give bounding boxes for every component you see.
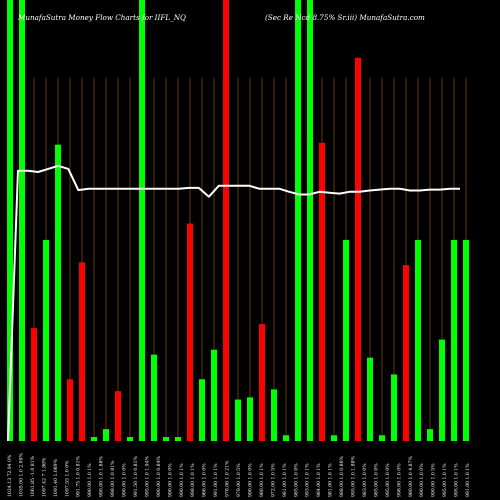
x-tick-label: 988.00 1.0 0.86% — [339, 455, 345, 497]
x-tick-label: 981.00 1.0 1% — [328, 463, 334, 497]
x-tick-label: 990.00 1.0 1.88% — [99, 455, 105, 497]
bar-up — [451, 239, 457, 441]
bar-down — [403, 265, 409, 441]
x-tick-label: 1061.85 -1.0 81% — [30, 455, 36, 497]
x-tick-label: 990.00 1.0 0% — [247, 463, 253, 497]
bar-up — [295, 0, 301, 441]
x-tick-label: 990.00 1.0 0% — [167, 463, 173, 497]
bar-up — [151, 354, 157, 441]
bar-up — [415, 239, 421, 441]
x-tick-label: 998.00 1.0 81% — [110, 460, 116, 497]
bar-up — [43, 239, 49, 441]
bar-up — [343, 239, 349, 441]
bar-up — [307, 0, 313, 441]
x-tick-label: 1035.00 1.0 2.09% — [18, 453, 24, 497]
bar-up — [103, 429, 109, 441]
x-tick-label: 995.00 1.0 1.88% — [351, 455, 357, 497]
x-tick-label: 991.50 1.0 0.81% — [133, 455, 139, 497]
x-tick-label: 990.00 1.0 0% — [419, 463, 425, 497]
x-tick-label: 991.00 1.0 1% — [465, 463, 471, 497]
bar-up — [391, 374, 397, 441]
x-tick-label: 991.75 1.0 0.81% — [76, 455, 82, 497]
bar-up — [283, 435, 289, 441]
bar-up — [175, 437, 181, 441]
x-tick-label: 966.00 1.0 0% — [202, 463, 208, 497]
bar-down — [31, 328, 37, 441]
bar-up — [463, 239, 469, 441]
x-tick-label: 990.00 1.0 5% — [431, 463, 437, 497]
bar-up — [199, 379, 205, 441]
x-tick-label: 972.00 1.0 5% — [270, 463, 276, 497]
bar-down — [259, 324, 265, 441]
bar-down — [223, 0, 229, 441]
x-tick-label: 995.00 1.0 1.94% — [144, 455, 150, 497]
bar-up — [331, 435, 337, 441]
bar-up — [55, 144, 61, 441]
x-tick-label: 998.00 1.0 1% — [190, 463, 196, 497]
x-tick-label: 980.00 1.0 1% — [259, 463, 265, 497]
x-tick-label: 981.00 1.0 1% — [282, 463, 288, 497]
bar-up — [427, 429, 433, 441]
chart-title-left: MunafaSutra Money Flow Charts for IIFL_N… — [17, 13, 186, 22]
x-tick-label: 991.00 1.0 1% — [213, 463, 219, 497]
bar-up — [163, 437, 169, 441]
bars-group — [7, 0, 469, 442]
bar-down — [319, 142, 325, 441]
x-tick-label: 990.00 1.0 1% — [87, 463, 93, 497]
x-tick-label: 984.00 1.0 1% — [316, 463, 322, 497]
bar-down — [187, 223, 193, 441]
x-tick-label: 996.00 1.0 0% — [396, 463, 402, 497]
bar-up — [235, 399, 241, 441]
x-tick-label: 978.06 1.0 21% — [225, 460, 231, 497]
bar-up — [439, 339, 445, 441]
x-tick-label: 979.00 1.0 5% — [236, 463, 242, 497]
bar-up — [139, 0, 145, 441]
x-tick-label: 1097.55 1.0 0% — [64, 460, 70, 497]
chart-title-right: (Sec Re Ncd 8.75% Sr.iii) MunafaSutra.co… — [265, 13, 425, 22]
bar-up — [7, 0, 13, 441]
bar-up — [379, 435, 385, 441]
x-tick-label: 990.00 1.0 0.84% — [156, 455, 162, 497]
x-tick-label: 993.00 1.0 1% — [305, 463, 311, 497]
bar-down — [115, 391, 121, 441]
x-tick-label: 980.00 1.0 4.87% — [408, 455, 414, 497]
x-tick-label: 985.00 1.0 0% — [293, 463, 299, 497]
x-tick-label: 983.00 1.0 0% — [362, 463, 368, 497]
bar-down — [79, 262, 85, 441]
bar-up — [211, 349, 217, 441]
x-tick-label: 990.00 1.0 1% — [179, 463, 185, 497]
x-tick-label: 995.00 1.0 0% — [385, 463, 391, 497]
x-tick-label: 995.00 1.0 1% — [454, 463, 460, 497]
bar-up — [247, 397, 253, 441]
x-tick-label: 985.00 1.0 0% — [373, 463, 379, 497]
x-tick-label: 995.00 1.0 1% — [442, 463, 448, 497]
bar-down — [355, 57, 361, 442]
x-tick-label: 1091.40 1.089% — [53, 458, 59, 497]
x-tick-labels: 1024.13 72.94 0% 1035.00 1.0 2.09% 1061.85… — [7, 453, 471, 497]
bar-up — [271, 389, 277, 441]
bar-up — [91, 437, 97, 441]
x-tick-label: 1097.42 7 1.86% — [41, 457, 47, 497]
x-tick-label: 1024.13 72.94 0% — [7, 454, 13, 497]
money-flow-line — [7, 164, 460, 442]
bar-up — [367, 357, 373, 441]
x-tick-label: 990.00 1.0 0% — [122, 463, 128, 497]
bar-up — [19, 0, 25, 441]
bar-down — [67, 379, 73, 441]
line-group — [7, 164, 460, 442]
bar-up — [127, 437, 133, 441]
